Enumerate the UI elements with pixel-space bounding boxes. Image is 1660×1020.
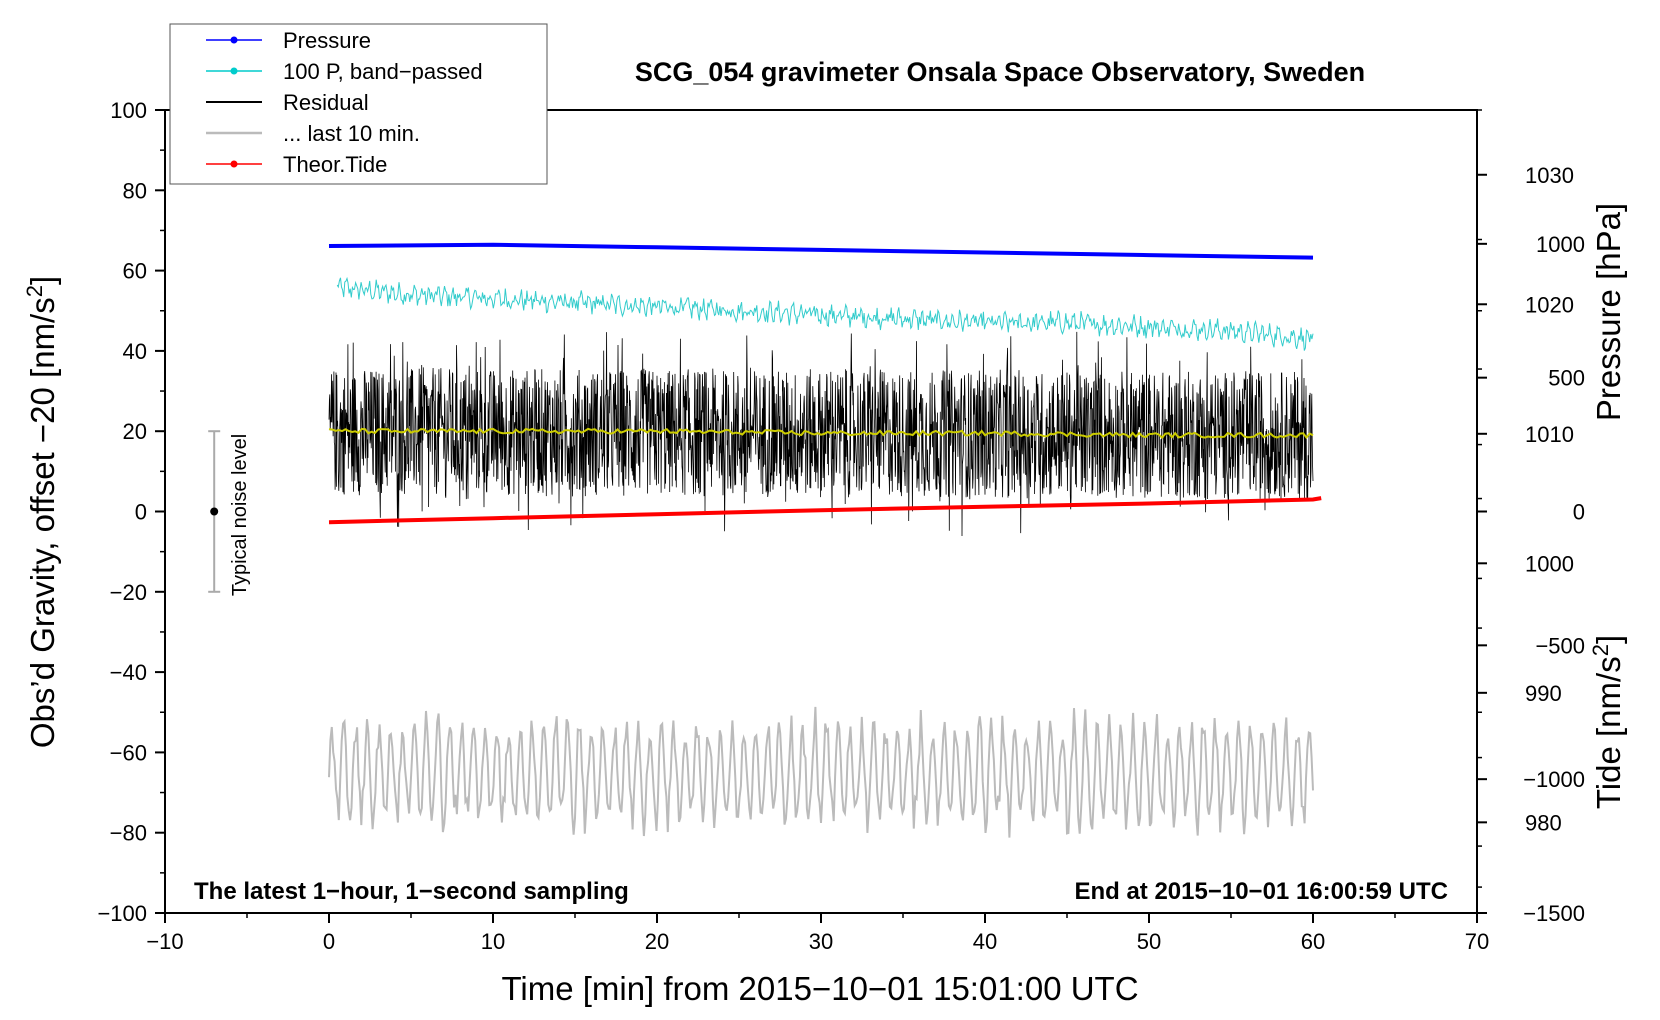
left-tick-label: 100 xyxy=(110,98,147,123)
series-line-residual-smoothed xyxy=(328,427,1314,440)
noise-level-bar xyxy=(208,430,221,593)
left-tick-label: 0 xyxy=(135,500,147,525)
legend: Pressure 100 P, band−passed Residual ...… xyxy=(169,23,548,185)
legend-box xyxy=(169,23,548,185)
pressure-tick-label: 1000 xyxy=(1525,551,1574,576)
left-tick-label: 80 xyxy=(123,178,147,203)
legend-marker-bandpassed xyxy=(230,67,238,75)
pressure-axis-label: Pressure [hPa] xyxy=(1590,203,1627,421)
tide-axis-label-sup: 2 xyxy=(1588,644,1613,656)
tide-tick-label: 500 xyxy=(1548,366,1585,391)
legend-marker-pressure xyxy=(230,36,238,44)
pressure-tick-label: 1030 xyxy=(1525,163,1574,188)
pressure-tick-label: 980 xyxy=(1525,810,1562,835)
x-tick-label: 30 xyxy=(809,929,833,954)
noise-level-label: Typical noise level xyxy=(229,434,251,596)
left-tick-label: −60 xyxy=(110,740,147,765)
left-tick-label: −20 xyxy=(110,580,147,605)
legend-entry-tide: Theor.Tide xyxy=(206,152,387,177)
x-tick-label: 60 xyxy=(1301,929,1325,954)
series-group xyxy=(328,242,1322,838)
left-tick-label: −100 xyxy=(97,901,147,926)
tide-tick-label: 0 xyxy=(1573,500,1585,525)
legend-label-last10: ... last 10 min. xyxy=(283,121,420,146)
pressure-tick-label: 990 xyxy=(1525,681,1562,706)
tide-axis-label: Tide [nm/s2] xyxy=(1588,635,1627,809)
tide-axis-ticks: −1500 −1000 −500 0 500 1000 xyxy=(1477,232,1585,926)
legend-entry-last10: ... last 10 min. xyxy=(206,121,420,146)
legend-label-residual: Residual xyxy=(283,90,369,115)
tide-axis-label-main: Tide [nm/s xyxy=(1590,656,1627,809)
legend-label-tide: Theor.Tide xyxy=(283,152,387,177)
left-axis-label: Obs’d Gravity, offset −20 [nm/s2] xyxy=(22,276,61,748)
legend-marker-tide xyxy=(230,160,238,168)
series-line-last10 xyxy=(328,706,1314,838)
chart-title: SCG_054 gravimeter Onsala Space Observat… xyxy=(635,57,1365,87)
left-axis-label-sup: 2 xyxy=(22,285,47,297)
pressure-tick-label: 1020 xyxy=(1525,292,1574,317)
left-axis-ticks: −100 −80 −60 −40 −20 0 20 40 60 80 100 xyxy=(97,98,165,926)
tide-tick-label: −1500 xyxy=(1523,901,1585,926)
left-axis-label-end: ] xyxy=(24,276,61,285)
x-tick-label: 20 xyxy=(645,929,669,954)
legend-entry-pressure: Pressure xyxy=(206,28,371,53)
series-line-tide xyxy=(328,496,1322,525)
x-axis-label: Time [min] from 2015−10−01 15:01:00 UTC xyxy=(501,970,1138,1007)
series-line-bandpassed xyxy=(336,276,1314,351)
x-tick-label: 70 xyxy=(1465,929,1489,954)
left-tick-label: 20 xyxy=(123,419,147,444)
x-tick-label: 10 xyxy=(481,929,505,954)
x-tick-label: −10 xyxy=(146,929,183,954)
x-tick-label: 0 xyxy=(323,929,335,954)
sampling-note: The latest 1−hour, 1−second sampling xyxy=(194,878,629,905)
tide-tick-label: 1000 xyxy=(1536,232,1585,257)
left-tick-label: 40 xyxy=(123,339,147,364)
legend-label-bandpassed: 100 P, band−passed xyxy=(283,59,483,84)
legend-label-pressure: Pressure xyxy=(283,28,371,53)
noise-bar-center-point xyxy=(210,507,219,516)
left-tick-label: −40 xyxy=(110,660,147,685)
pressure-tick-label: 1010 xyxy=(1525,422,1574,447)
left-tick-label: 60 xyxy=(123,259,147,284)
x-axis-ticks: −10 0 10 20 30 40 50 60 70 xyxy=(146,913,1489,954)
legend-entry-bandpassed: 100 P, band−passed xyxy=(206,59,483,84)
pressure-axis-ticks: 980 990 1000 1010 1020 1030 xyxy=(1477,109,1574,888)
left-axis-label-main: Obs’d Gravity, offset −20 [nm/s xyxy=(24,297,61,748)
legend-entry-residual: Residual xyxy=(206,90,369,115)
end-time-note: End at 2015−10−01 16:00:59 UTC xyxy=(1074,878,1448,905)
x-tick-label: 40 xyxy=(973,929,997,954)
tide-tick-label: −500 xyxy=(1535,633,1585,658)
tide-axis-label-end: ] xyxy=(1590,635,1627,644)
left-tick-label: −80 xyxy=(110,821,147,846)
series-line-residual xyxy=(328,331,1314,537)
series-line-pressure xyxy=(328,242,1314,260)
tide-tick-label: −1000 xyxy=(1523,767,1585,792)
x-tick-label: 50 xyxy=(1137,929,1161,954)
